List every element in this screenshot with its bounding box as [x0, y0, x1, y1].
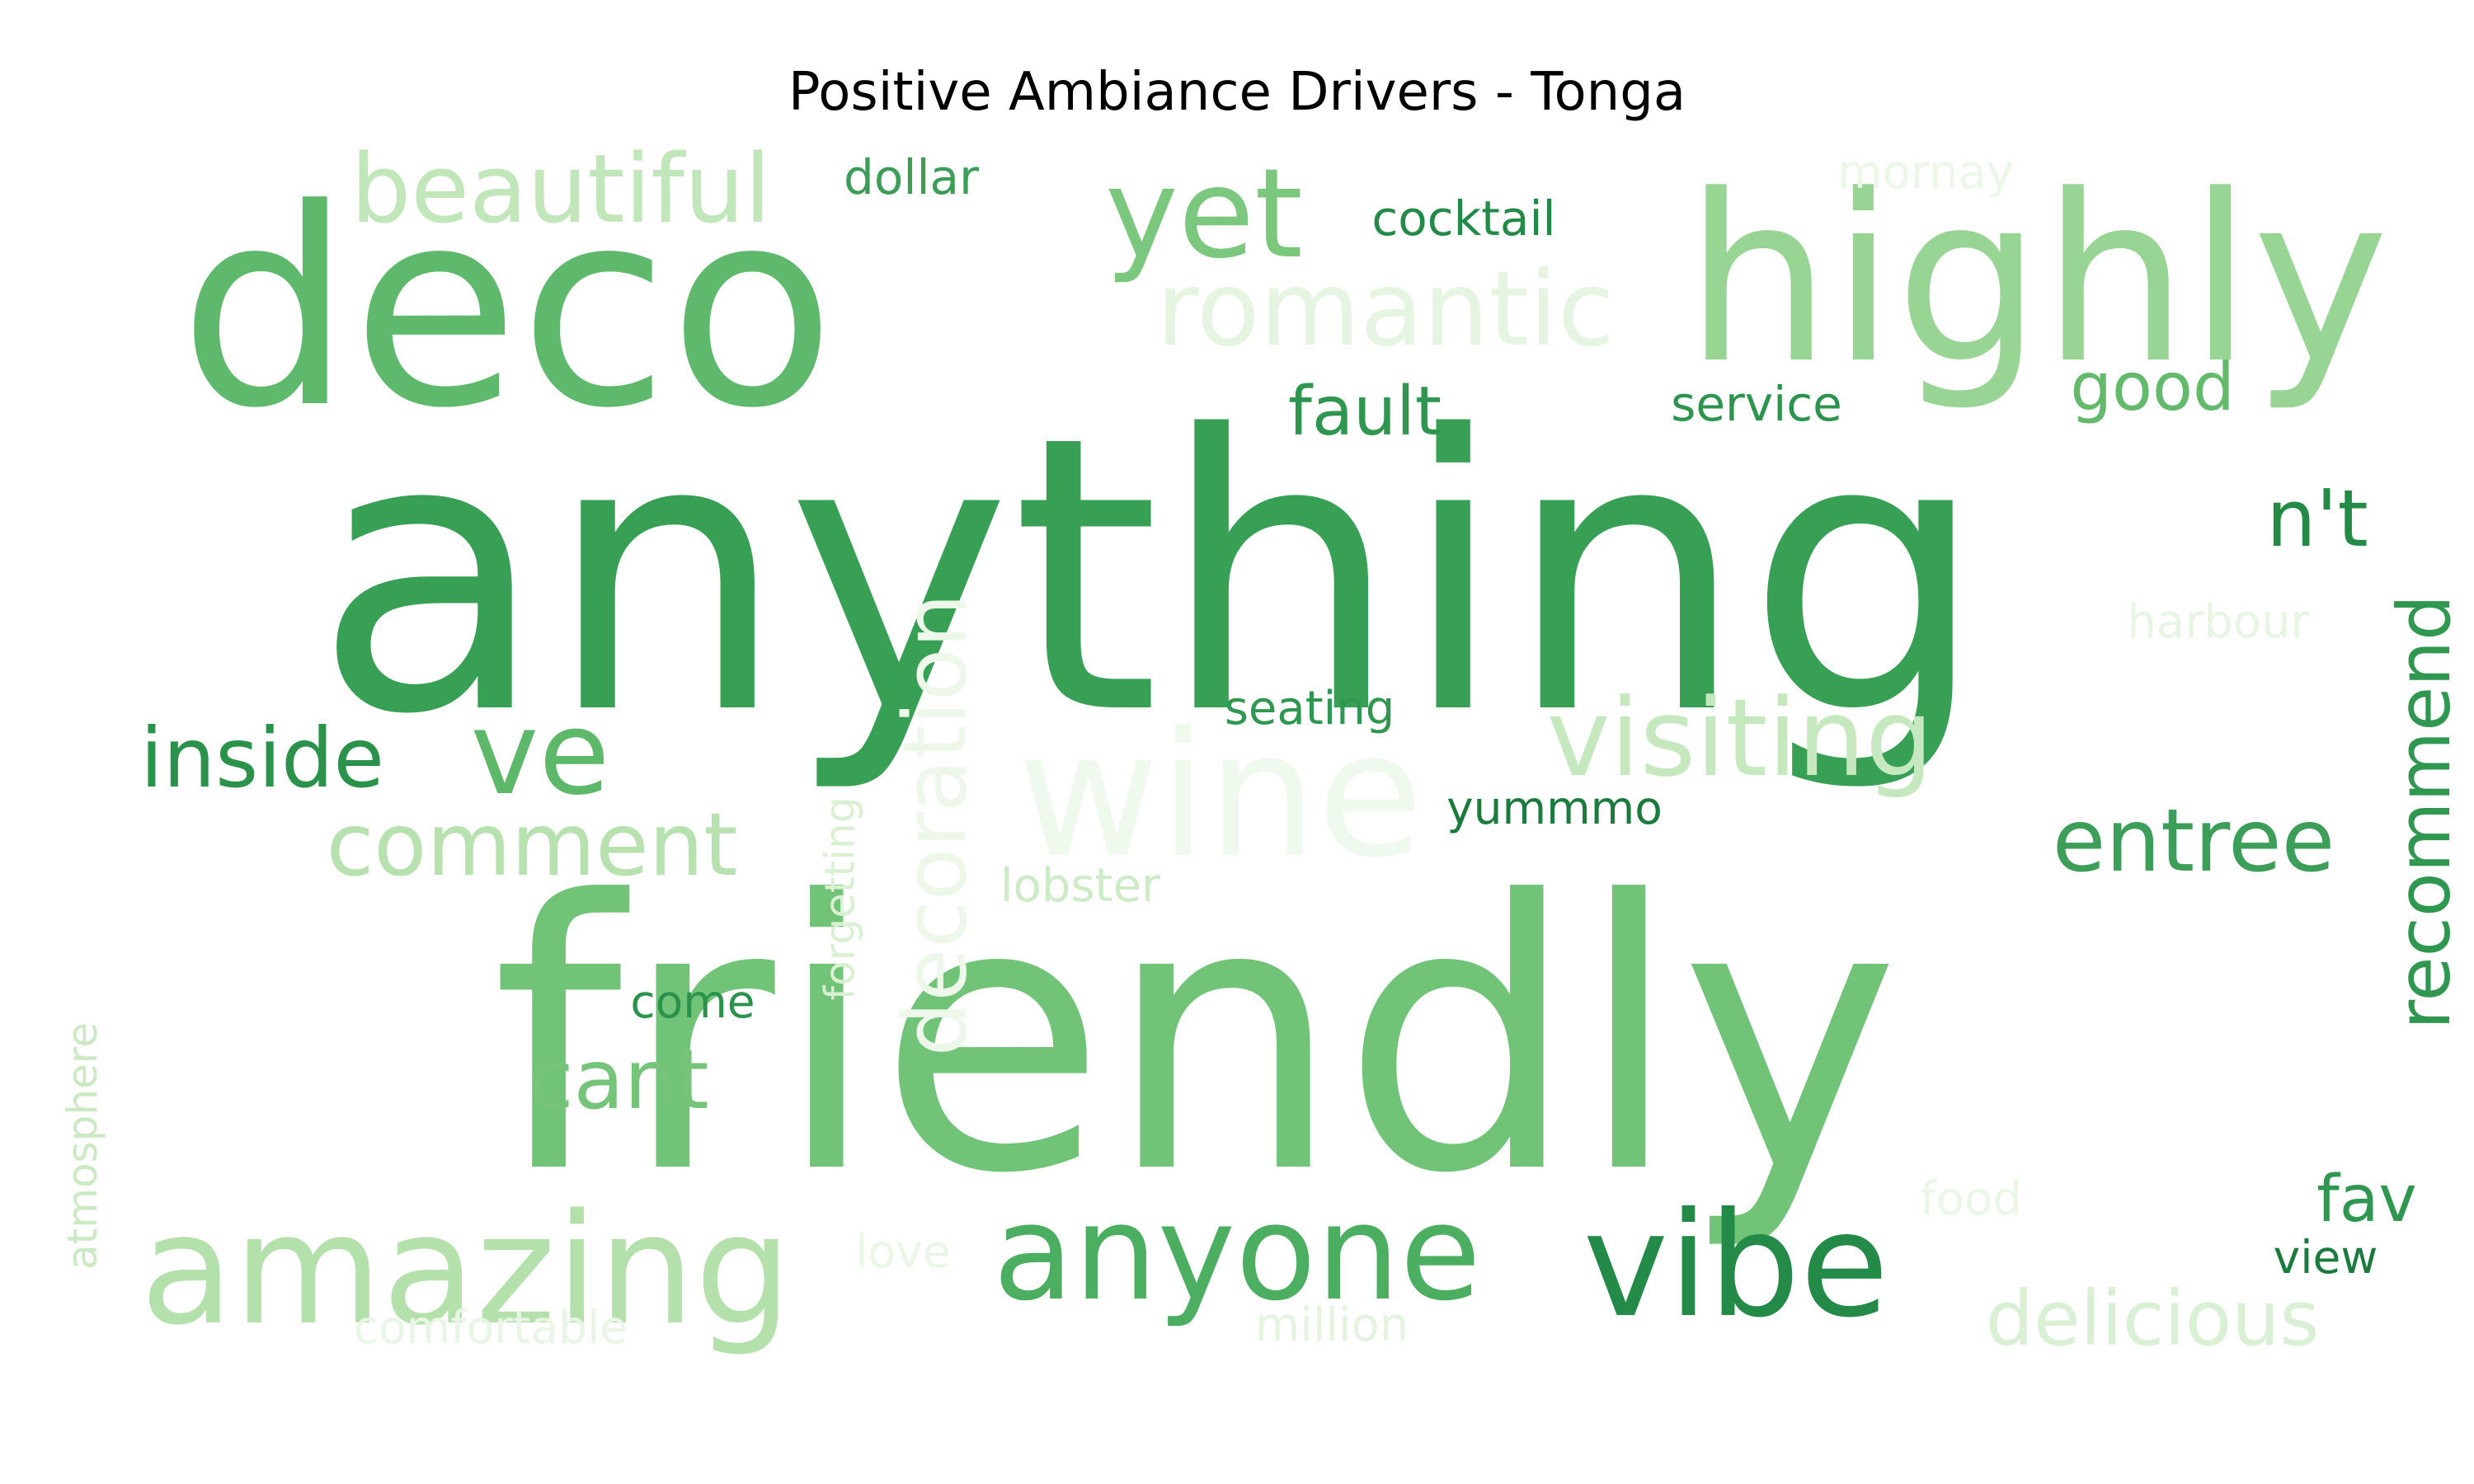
- word-anyone: anyone: [993, 1176, 1481, 1330]
- chart-title: Positive Ambiance Drivers - Tonga: [788, 62, 1686, 123]
- word-harbour: harbour: [2127, 595, 2310, 649]
- word-atmosphere: atmosphere: [59, 1022, 106, 1270]
- word-visiting: visiting: [1546, 675, 1934, 801]
- word-beautiful: beautiful: [350, 134, 771, 245]
- word-cocktail: cocktail: [1371, 190, 1556, 247]
- word-anything: anything: [313, 356, 1987, 797]
- word-recommend: recommend: [2381, 594, 2467, 1030]
- word-million: million: [1254, 1298, 1409, 1352]
- word-cant: cant: [528, 1031, 709, 1128]
- word-lobster: lobster: [1000, 859, 1160, 913]
- word-decoration: decoration: [885, 593, 986, 1056]
- word-mornay: mornay: [1837, 146, 2014, 200]
- word-love: love: [855, 1224, 951, 1278]
- word-comment: comment: [326, 794, 738, 895]
- word-amazing: amazing: [139, 1180, 793, 1359]
- word-inside: inside: [139, 710, 385, 806]
- word-highly: highly: [1685, 146, 2389, 415]
- word-wine: wine: [1017, 694, 1424, 896]
- word-friendly: friendly: [492, 823, 1900, 1255]
- word-dollar: dollar: [844, 149, 979, 205]
- word-service: service: [1671, 376, 1842, 432]
- word-n-t: n't: [2266, 473, 2368, 565]
- word-forgetting: forgetting: [816, 796, 863, 1001]
- word-fav: fav: [2316, 1162, 2417, 1237]
- word-ve: ve: [470, 687, 610, 821]
- word-good: good: [2070, 349, 2235, 425]
- word-yummmo: yummmo: [1446, 781, 1663, 834]
- word-come: come: [630, 974, 755, 1028]
- word-food: food: [1920, 1172, 2022, 1226]
- word-fault: fault: [1287, 373, 1442, 451]
- word-romantic: romantic: [1156, 249, 1615, 369]
- word-entree: entree: [2052, 790, 2335, 891]
- word-yet: yet: [1105, 143, 1303, 286]
- word-vibe: vibe: [1583, 1181, 1889, 1350]
- word-seating: seating: [1224, 682, 1395, 735]
- word-deco: deco: [179, 151, 835, 467]
- word-view: view: [2273, 1230, 2378, 1284]
- word-delicious: delicious: [1985, 1275, 2320, 1363]
- word-comfortable: comfortable: [353, 1300, 628, 1354]
